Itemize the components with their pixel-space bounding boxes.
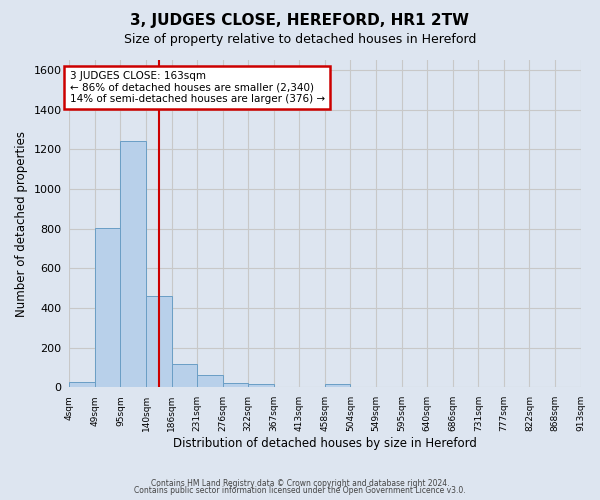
Bar	[172, 364, 197, 388]
Bar	[70, 382, 95, 388]
Bar	[197, 375, 223, 388]
Bar	[146, 296, 172, 388]
Y-axis label: Number of detached properties: Number of detached properties	[15, 130, 28, 316]
Text: Contains HM Land Registry data © Crown copyright and database right 2024.: Contains HM Land Registry data © Crown c…	[151, 478, 449, 488]
X-axis label: Distribution of detached houses by size in Hereford: Distribution of detached houses by size …	[173, 437, 477, 450]
Text: 3 JUDGES CLOSE: 163sqm
← 86% of detached houses are smaller (2,340)
14% of semi-: 3 JUDGES CLOSE: 163sqm ← 86% of detached…	[70, 71, 325, 104]
Bar	[248, 384, 274, 388]
Text: Contains public sector information licensed under the Open Government Licence v3: Contains public sector information licen…	[134, 486, 466, 495]
Text: Size of property relative to detached houses in Hereford: Size of property relative to detached ho…	[124, 32, 476, 46]
Bar	[121, 142, 146, 388]
Bar	[223, 383, 248, 388]
Text: 3, JUDGES CLOSE, HEREFORD, HR1 2TW: 3, JUDGES CLOSE, HEREFORD, HR1 2TW	[131, 12, 470, 28]
Bar	[325, 384, 350, 388]
Bar	[95, 228, 121, 388]
